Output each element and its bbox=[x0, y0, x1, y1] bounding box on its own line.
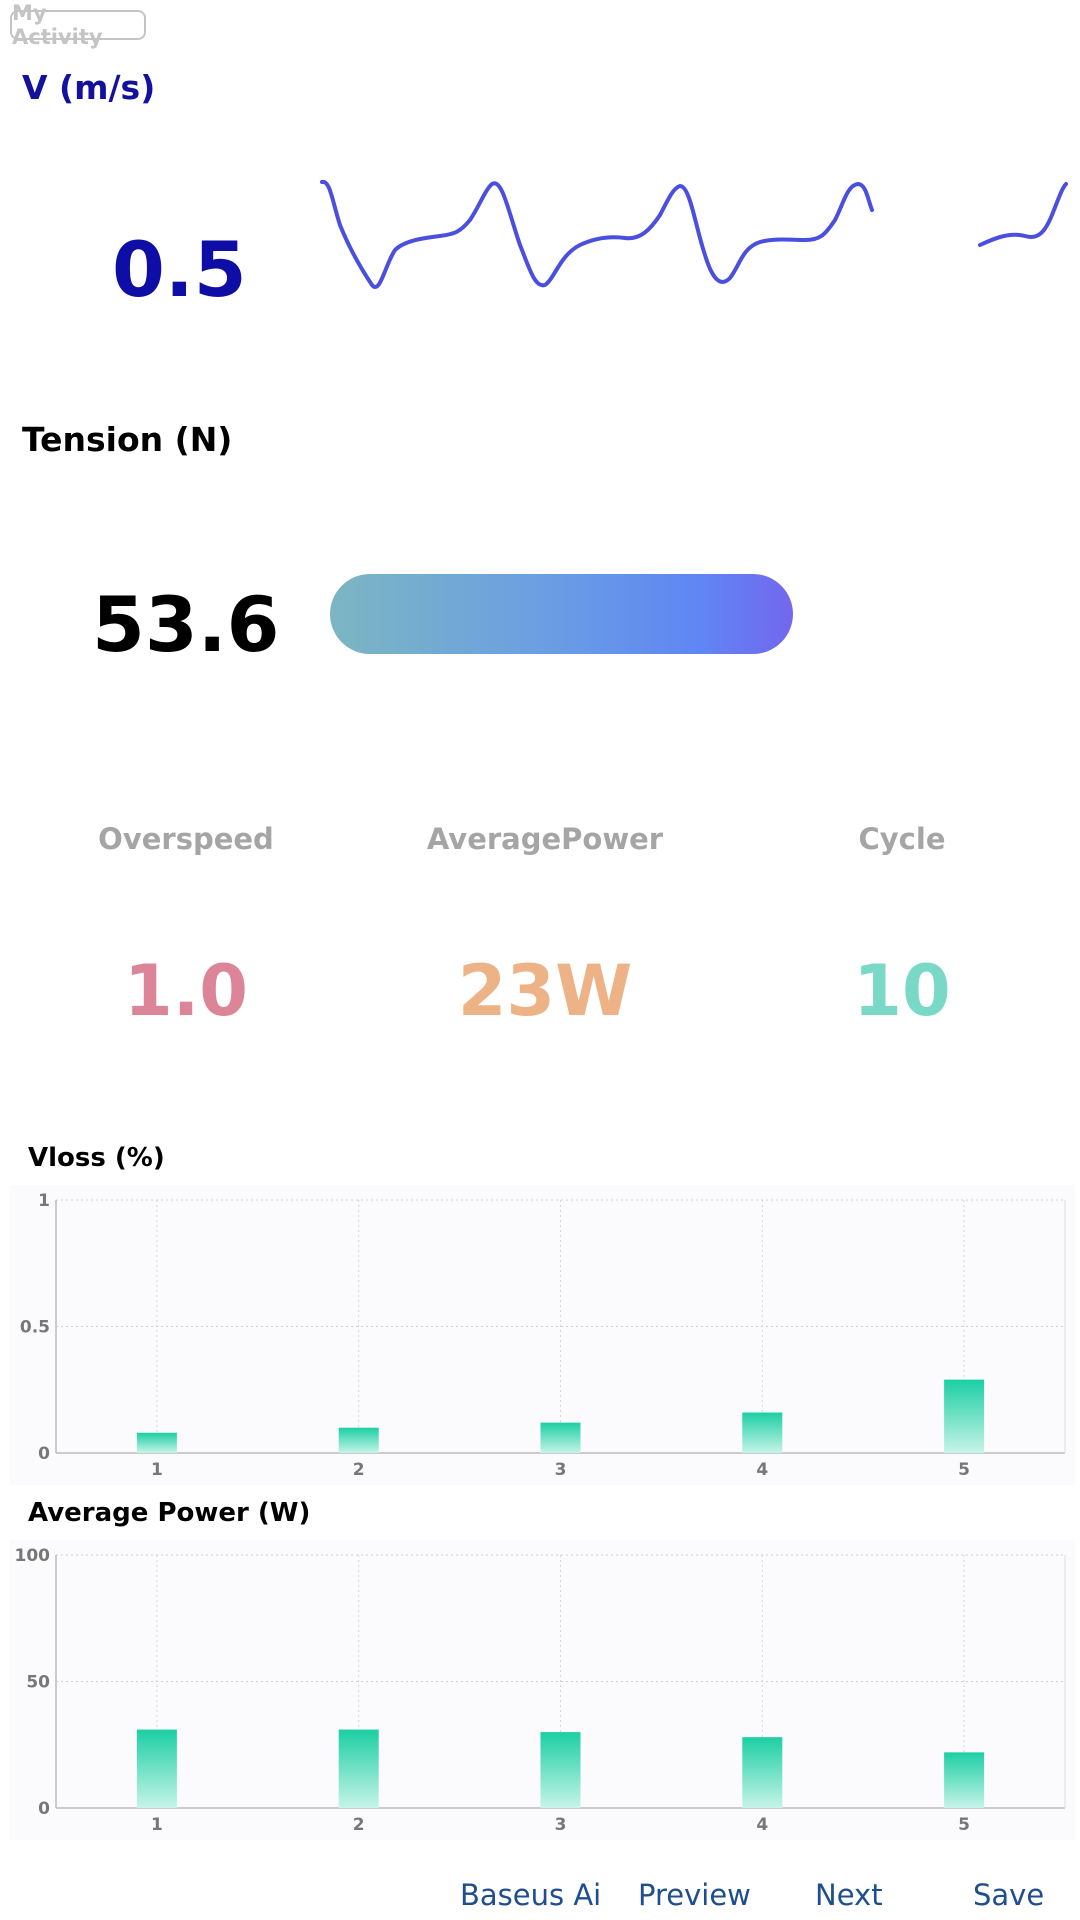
velocity-wave-segment-2 bbox=[978, 182, 1068, 247]
tension-value: 53.6 bbox=[92, 580, 280, 669]
velocity-title: V (m/s) bbox=[22, 68, 156, 107]
save-button[interactable]: Save bbox=[973, 1878, 1045, 1912]
x-tick-label: 2 bbox=[353, 1815, 365, 1835]
my-activity-button[interactable]: My Activity bbox=[10, 1, 146, 49]
bar-5 bbox=[944, 1752, 985, 1808]
bar-5 bbox=[944, 1379, 985, 1453]
vloss-chart-title: Vloss (%) bbox=[28, 1143, 165, 1173]
velocity-wave-segment-1 bbox=[320, 180, 874, 289]
x-tick-label: 1 bbox=[151, 1815, 163, 1835]
bar-4 bbox=[742, 1737, 783, 1808]
average-power-value: 23W bbox=[457, 950, 633, 1032]
average-power-chart-title: Average Power (W) bbox=[28, 1498, 311, 1528]
overspeed-value: 1.0 bbox=[123, 950, 248, 1032]
cycle-label: Cycle bbox=[858, 822, 946, 856]
tension-bar bbox=[330, 574, 793, 654]
average-power-label: AveragePower bbox=[426, 822, 664, 856]
next-button[interactable]: Next bbox=[815, 1878, 883, 1912]
cycle-value: 10 bbox=[853, 950, 951, 1032]
bar-2 bbox=[338, 1729, 379, 1808]
velocity-waveform bbox=[320, 180, 1068, 289]
overspeed-label: Overspeed bbox=[98, 822, 274, 856]
x-tick-label: 3 bbox=[555, 1815, 567, 1835]
x-tick-label: 1 bbox=[151, 1460, 163, 1480]
vloss-chart: 0 0.5 1 1 2 3 4 5 bbox=[10, 1185, 1075, 1485]
y-tick-label: 50 bbox=[26, 1673, 50, 1693]
tension-title: Tension (N) bbox=[22, 420, 233, 459]
bar-1 bbox=[136, 1432, 177, 1453]
baseus-ai-button[interactable]: Baseus Ai bbox=[460, 1878, 602, 1912]
average-power-chart: 0 50 100 1 2 3 4 5 bbox=[10, 1540, 1075, 1840]
x-tick-label: 5 bbox=[958, 1460, 970, 1480]
x-tick-label: 4 bbox=[756, 1460, 768, 1480]
bar-1 bbox=[136, 1729, 177, 1808]
x-tick-label: 2 bbox=[353, 1460, 365, 1480]
velocity-value: 0.5 bbox=[112, 225, 247, 314]
y-tick-label: 0 bbox=[38, 1799, 50, 1819]
bar-2 bbox=[338, 1427, 379, 1453]
x-tick-label: 5 bbox=[958, 1815, 970, 1835]
y-tick-label: 1 bbox=[38, 1191, 50, 1211]
bar-3 bbox=[540, 1422, 581, 1453]
y-tick-label: 0 bbox=[38, 1444, 50, 1464]
bar-3 bbox=[540, 1732, 581, 1808]
y-tick-label: 100 bbox=[15, 1546, 51, 1566]
y-tick-label: 0.5 bbox=[20, 1318, 50, 1338]
x-tick-label: 4 bbox=[756, 1815, 768, 1835]
preview-button[interactable]: Preview bbox=[638, 1878, 751, 1912]
x-tick-label: 3 bbox=[555, 1460, 567, 1480]
bar-4 bbox=[742, 1412, 783, 1453]
